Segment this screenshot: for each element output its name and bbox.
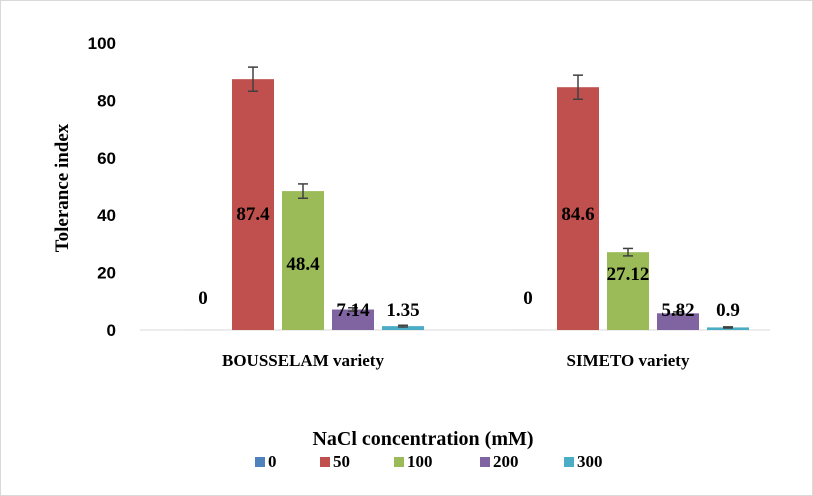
bar — [382, 326, 424, 330]
legend-label: 300 — [577, 452, 603, 471]
data-label: 1.35 — [386, 300, 419, 321]
y-tick-label: 20 — [97, 264, 116, 283]
x-axis-title: NaCl concentration (mM) — [312, 428, 533, 450]
legend-swatch — [394, 457, 404, 467]
y-tick-label: 80 — [97, 91, 116, 110]
data-label: 84.6 — [561, 204, 594, 225]
data-label: 27.12 — [607, 264, 650, 285]
bar — [657, 313, 699, 330]
data-label: 0.9 — [716, 300, 740, 321]
legend-label: 50 — [333, 452, 350, 471]
legend: 0 50 100 200 300 — [255, 452, 603, 471]
data-label: 0 — [198, 288, 208, 309]
y-tick-label: 0 — [107, 321, 116, 340]
y-tick-label: 60 — [97, 149, 116, 168]
bars — [182, 66, 749, 331]
data-label: 0 — [523, 288, 533, 309]
data-labels: 0 87.4 48.4 7.14 1.35 0 84.6 27.12 5.82 0.9 — [198, 204, 740, 321]
data-label: 48.4 — [286, 254, 320, 275]
bar — [282, 191, 324, 330]
bar — [332, 309, 374, 330]
data-label: 5.82 — [661, 300, 694, 321]
legend-swatch — [255, 457, 265, 467]
legend-swatch — [480, 457, 490, 467]
bar — [607, 252, 649, 330]
legend-label: 100 — [407, 452, 433, 471]
data-label: 87.4 — [236, 204, 270, 225]
x-category-label: BOUSSELAM variety — [222, 351, 384, 370]
bar — [232, 79, 274, 330]
legend-swatch — [320, 457, 330, 467]
y-tick-label: 40 — [97, 206, 116, 225]
bar — [557, 87, 599, 330]
data-label: 7.14 — [336, 300, 370, 321]
y-axis-title: Tolerance index — [52, 123, 73, 252]
x-category-label: SIMETO variety — [567, 351, 690, 370]
legend-swatch — [564, 457, 574, 467]
y-tick-label: 100 — [88, 34, 116, 53]
legend-label: 200 — [493, 452, 519, 471]
legend-label: 0 — [268, 452, 277, 471]
